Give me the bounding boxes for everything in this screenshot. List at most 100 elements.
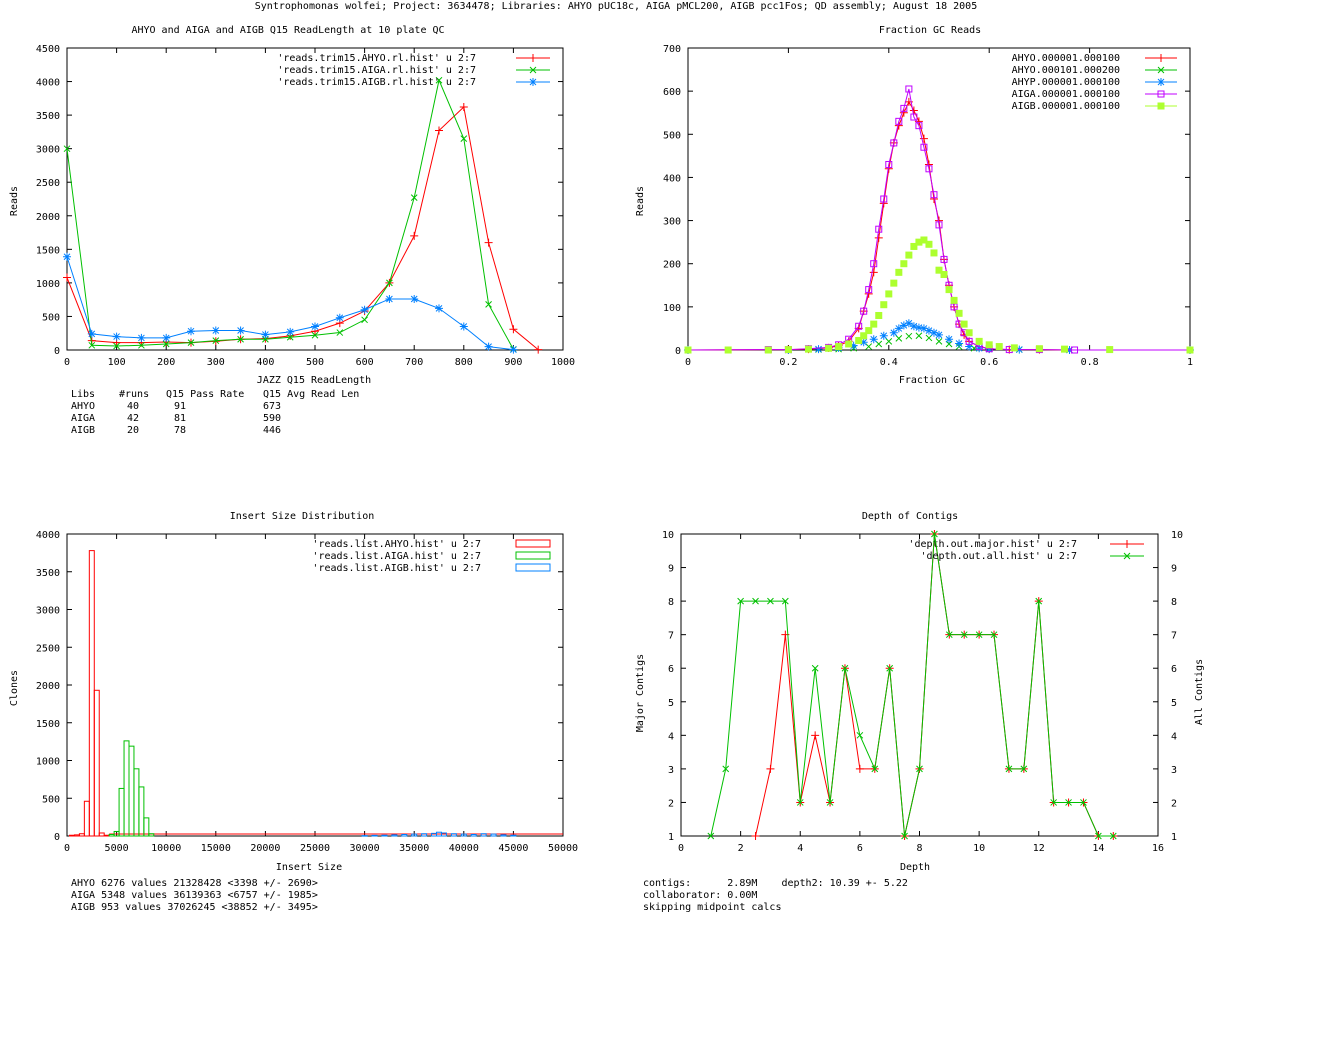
data-point [1061,345,1068,353]
x-axis-label: Insert Size [276,862,342,873]
data-point [925,334,933,342]
y-tick-label: 3500 [36,568,60,579]
histogram-bar [118,787,125,837]
data-point [781,597,789,605]
data-point [410,294,419,303]
y-tick-label: 100 [663,303,681,314]
data-point [684,346,692,354]
data-point [945,340,953,348]
y-axis-label: Reads [9,186,20,216]
histogram-bar [361,835,368,837]
histogram-bar [103,834,110,837]
page-title: Syntrophomonas wolfei; Project: 3634478;… [255,1,977,12]
legend-marker [1157,78,1165,86]
data-point [899,108,908,117]
data-point [955,339,964,348]
data-point [841,664,849,672]
data-point [796,799,804,806]
data-point [909,322,918,331]
histogram-bar [83,800,90,837]
data-point [929,328,938,337]
data-point [361,316,368,324]
data-point [886,664,894,672]
data-point [410,194,418,202]
y-tick-label: 2500 [36,178,60,189]
data-point [905,251,913,259]
x-axis-label: JAZZ Q15 ReadLength [257,375,371,386]
histogram-bar [98,832,105,837]
histogram-bar [450,833,457,837]
data-point [311,322,319,331]
data-point [885,290,893,298]
data-point [901,832,908,840]
data-point [879,331,888,340]
histogram-bar [128,745,135,837]
y2-tick-label: 7 [1171,631,1177,642]
insert-stats-line: AHYO 6276 values 21328428 <3398 +/- 2690… [71,878,318,889]
data-point [930,191,938,199]
y-axis-label: Major Contigs [635,654,646,732]
data-point [865,286,873,294]
y2-tick-label: 4 [1171,731,1177,742]
x-tick-label: 800 [455,357,473,368]
data-point [63,145,71,153]
x-tick-label: 900 [504,357,522,368]
x-tick-label: 30000 [350,843,380,854]
x-tick-label: 6 [857,843,863,854]
stats-header-pass-rate: Q15 Pass Rate [166,389,244,400]
x-tick-label: 5000 [105,843,129,854]
data-point [889,328,898,337]
depth-stats-line: collaborator: 0.00M [643,890,757,901]
y-tick-label: 5 [668,698,674,709]
y-tick-label: 300 [663,217,681,228]
histogram-bar [381,834,388,837]
data-point [924,326,933,335]
stats-cell: AIGA [71,413,95,424]
x-tick-label: 10 [973,843,985,854]
y-tick-label: 3500 [36,111,60,122]
x-tick-label: 200 [157,357,175,368]
data-point [856,731,864,739]
y-tick-label: 400 [663,173,681,184]
data-point [869,335,878,344]
data-point [1035,597,1043,605]
data-point [286,327,295,336]
data-point [137,333,146,342]
legend-marker [529,54,537,62]
legend-marker [1157,90,1165,98]
data-point [935,221,943,229]
data-point [916,765,923,773]
legend-label: 'reads.trim15.AIGB.rl.hist' u 2:7 [277,77,476,88]
x-tick-label: 100 [108,357,126,368]
x-tick-label: 600 [356,357,374,368]
y-tick-label: 500 [42,794,60,805]
y2-axis-label: All Contigs [1194,659,1205,725]
y-tick-label: 4000 [36,530,60,541]
data-point [880,195,888,203]
data-point [752,597,759,605]
y-tick-label: 4000 [36,78,60,89]
data-point [950,296,958,304]
data-point [875,311,883,319]
data-point [764,346,772,354]
y-tick-label: 200 [663,260,681,271]
data-point [940,255,948,263]
y-axis-label: Reads [635,186,646,216]
legend-label: AIGB.000001.000100 [1012,101,1120,112]
stats-cell: AIGB [71,425,95,436]
data-point [767,597,774,605]
data-point [955,309,963,317]
y-axis-label: Clones [9,670,20,706]
data-point [855,337,863,345]
legend-label: 'depth.out.major.hist' u 2:7 [908,539,1077,550]
data-point [707,832,715,840]
data-point [965,337,973,345]
y2-tick-label: 8 [1171,597,1177,608]
data-point [895,334,903,342]
legend-label: 'reads.list.AIGB.hist' u 2:7 [312,563,481,574]
data-point [311,331,319,339]
y-tick-label: 3000 [36,145,60,156]
data-point [855,322,863,330]
y-tick-label: 7 [668,631,674,642]
chart-title: Fraction GC Reads [879,25,981,36]
